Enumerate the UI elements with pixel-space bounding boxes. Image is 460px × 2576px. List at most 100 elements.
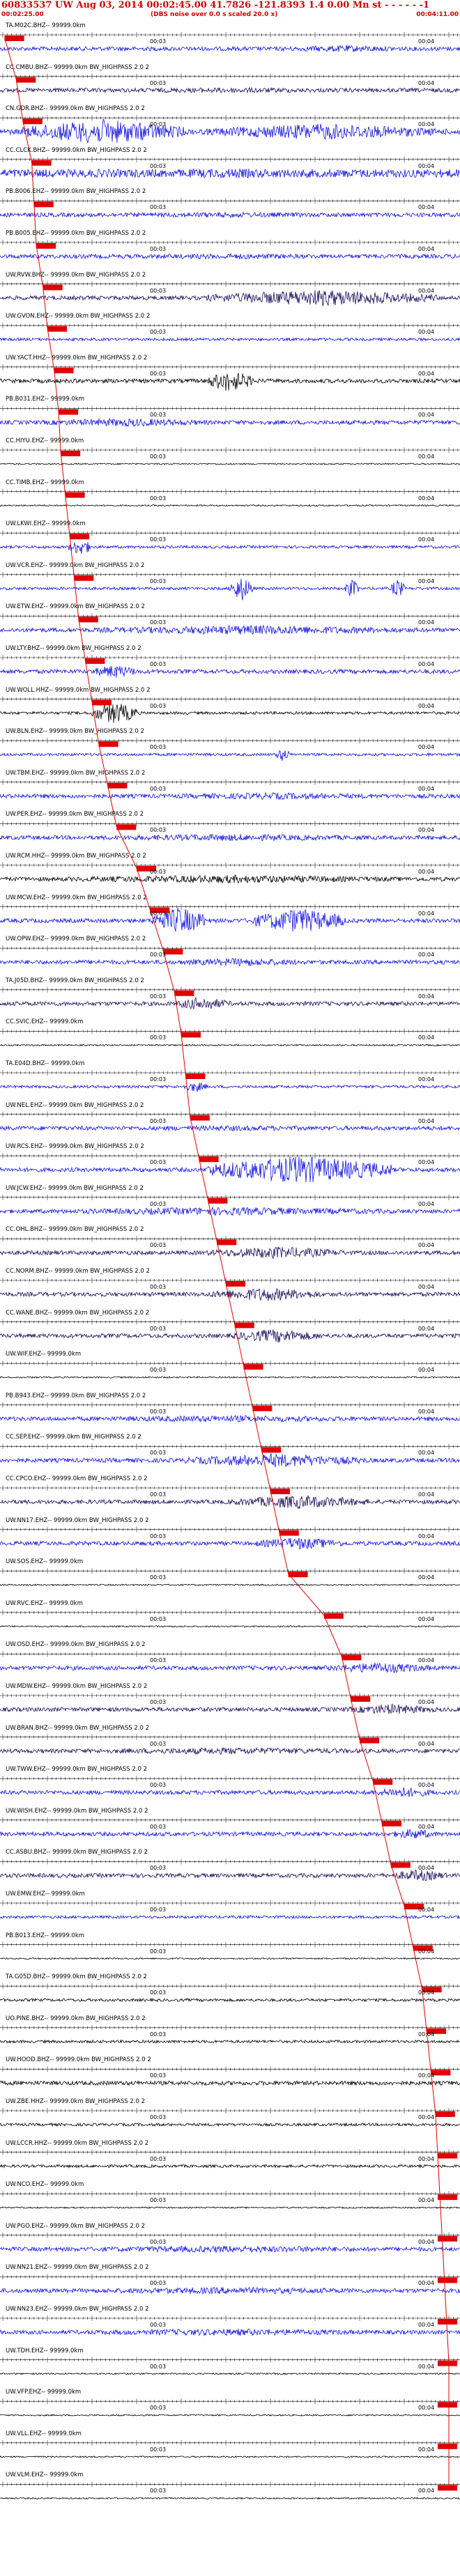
time-label: 00:04 [418,121,435,128]
p-pick-marker [43,284,63,290]
trace-label: UW.VLM.EHZ-- 99999.0km [6,2472,84,2479]
trace-label: UW.MCW.EHZ-- 99999.0km BW_HIGHPASS 2.0 2 [6,894,147,901]
trace-label: UW.SOS.EHZ-- 99999.0km [6,1558,84,1566]
trace-label: UW.HOOD.BHZ-- 99999.0km BW_HIGHPASS 2.0 … [6,2056,151,2064]
waveform-trace [0,1376,460,1379]
waveform-trace [0,290,460,307]
time-label: 00:03 [150,1034,167,1041]
trace-label: PB.B943.EHZ-- 99999.0km BW_HIGHPASS 2.0 … [6,1392,146,1399]
time-label: 00:04 [418,661,435,667]
p-pick-marker [438,2277,457,2283]
second-ticks [2,2481,459,2488]
end-time: 00:04:11.00 [416,11,459,18]
p-pick-marker [163,949,183,955]
second-ticks [2,1319,459,1325]
p-pick-marker [199,1156,219,1163]
time-label: 00:04 [418,2405,435,2412]
second-ticks [2,903,459,910]
waveform-trace [0,1329,460,1343]
start-time: 00:02:25.00 [1,11,44,18]
second-ticks [2,2066,459,2072]
time-label: 00:04 [418,869,435,875]
time-label: 00:04 [418,1823,435,1830]
p-pick-marker [438,2443,457,2449]
p-pick-marker [279,1530,299,1536]
second-ticks [2,156,459,162]
time-label: 00:03 [150,2363,167,2370]
p-pick-marker [181,1032,201,1038]
waveform-trace [0,1495,460,1510]
trace-label: CC.CLCK.BHZ-- 99999.0km BW_HIGHPASS 2.0 … [6,146,147,154]
trace-label: CN.GDR.BHZ-- 99999.0km BW_HIGHPASS 2.0 2 [6,105,145,113]
trace-label: UW.TDH.EHZ-- 99999.0km [6,2347,84,2354]
p-pick-marker [427,2028,446,2034]
trace-label: UW.PER.EHZ-- 99999.0km BW_HIGHPASS 2.0 2 [6,811,144,818]
time-label: 00:03 [150,38,167,45]
time-label: 00:03 [150,1989,167,1996]
trace-label: UW.TBM.EHZ-- 99999.0km BW_HIGHPASS 2.0 2 [6,769,146,777]
time-label: 00:04 [418,162,435,169]
trace-label: UW.OPW.EHZ-- 99999.0km BW_HIGHPASS 2.0 2 [6,936,146,943]
time-label: 00:04 [418,1284,435,1290]
time-label: 00:03 [150,1284,167,1290]
time-label: 00:04 [418,370,435,377]
waveform-trace [0,1703,460,1714]
time-label: 00:04 [418,1325,435,1332]
time-label: 00:04 [418,287,435,294]
time-label: 00:03 [150,744,167,751]
trace-label: TA.M02C.BHZ-- 99999.0km [6,22,86,29]
trace-label: UW.BRAN.BHZ-- 99999.0km BW_HIGHPASS 2.0 … [6,1724,149,1732]
time-label: 00:04 [418,2031,435,2038]
second-ticks [2,1485,459,1491]
waveform-trace [0,1583,460,1586]
time-label: 00:03 [150,827,167,834]
p-pick-marker [438,2235,457,2242]
p-pick-marker [174,990,194,996]
time-label: 00:03 [150,1574,167,1581]
second-ticks [2,1609,459,1615]
trace-label: TA.J05D.BHZ-- 99999.0km BW_HIGHPASS 2.0 … [6,977,144,984]
time-label: 00:04 [418,785,435,792]
waveform-trace [0,1914,460,1920]
waveform-trace [0,2372,460,2375]
trace-label: UW.GVON.EHZ-- 99999.0km BW_HIGHPASS 2.0 … [6,313,151,320]
time-label: 00:03 [150,2155,167,2162]
second-ticks [2,1236,459,1242]
time-label: 00:03 [150,2072,167,2079]
second-ticks [2,364,459,370]
second-ticks [2,198,459,204]
time-label: 00:04 [418,1450,435,1457]
time-label: 00:03 [150,619,167,626]
p-pick-marker [404,1904,424,1909]
second-ticks [2,2024,459,2031]
second-ticks [2,1194,459,1200]
time-label: 00:03 [150,1408,167,1415]
second-ticks [2,281,459,287]
trace-label: CC.TIMB.EHZ-- 99999.0km [6,479,84,486]
waveform-trace [0,45,460,53]
time-label: 00:04 [418,453,435,460]
time-label: 00:04 [418,1076,435,1083]
p-pick-marker [4,36,24,41]
waveform-trace [0,336,460,342]
p-pick-marker [190,1115,210,1121]
waveform-trace [0,1997,460,2003]
waveform-trace [0,704,460,723]
second-ticks [2,405,459,412]
time-label: 00:04 [418,1989,435,1996]
second-ticks [2,1817,459,1823]
time-label: 00:03 [150,1533,167,1539]
time-label: 00:04 [418,1574,435,1581]
waveform-trace [0,2039,460,2044]
p-pick-marker [438,2360,457,2366]
waveform-trace [0,1415,460,1423]
p-pick-marker [413,1945,433,1951]
time-label: 00:04 [418,1657,435,1664]
p-pick-marker [270,1489,290,1494]
p-pick-marker [382,1820,401,1826]
time-label: 00:04 [418,577,435,584]
time-label: 00:04 [418,495,435,502]
time-label: 00:04 [418,619,435,626]
trace-label: UW.NCO.EHZ-- 99999.0km [6,2181,84,2189]
